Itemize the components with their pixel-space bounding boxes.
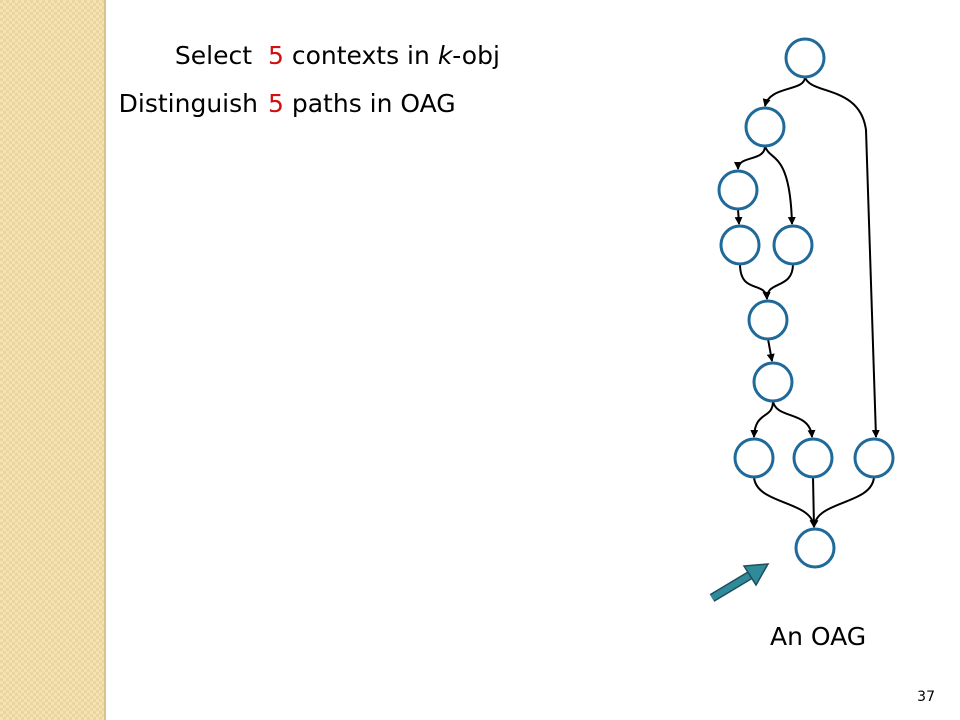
edge bbox=[739, 263, 771, 300]
edge bbox=[762, 76, 806, 107]
edge bbox=[804, 76, 880, 438]
pointer-arrow bbox=[709, 563, 770, 602]
edge bbox=[809, 476, 818, 528]
line-text: 5 contexts in k-obj bbox=[268, 41, 500, 70]
node bbox=[744, 106, 786, 148]
caption: An OAG bbox=[770, 622, 866, 651]
count: 5 bbox=[268, 89, 284, 118]
node bbox=[772, 224, 814, 266]
verb: Select bbox=[175, 41, 252, 70]
edge bbox=[734, 208, 743, 225]
edge bbox=[750, 400, 774, 438]
edge bbox=[734, 145, 766, 170]
edge bbox=[810, 476, 875, 528]
node bbox=[853, 437, 895, 479]
page-number: 37 bbox=[917, 689, 935, 705]
graph bbox=[717, 37, 895, 569]
text: paths in OAG bbox=[292, 89, 456, 118]
count: 5 bbox=[268, 41, 284, 70]
node bbox=[733, 437, 775, 479]
line-text: 5 paths in OAG bbox=[268, 89, 456, 118]
node bbox=[784, 37, 826, 79]
italic: k bbox=[438, 41, 454, 70]
verb: Distinguish bbox=[119, 89, 258, 118]
node bbox=[717, 169, 759, 211]
node bbox=[792, 437, 834, 479]
edge bbox=[766, 338, 775, 362]
edge bbox=[764, 145, 796, 225]
node bbox=[747, 299, 789, 341]
rest: -obj bbox=[452, 41, 500, 70]
edge bbox=[772, 400, 816, 438]
edge bbox=[762, 263, 794, 300]
node bbox=[752, 361, 794, 403]
text: contexts in bbox=[292, 41, 430, 70]
node bbox=[719, 224, 761, 266]
side-band bbox=[0, 0, 104, 720]
edge bbox=[753, 476, 818, 528]
node bbox=[794, 527, 836, 569]
